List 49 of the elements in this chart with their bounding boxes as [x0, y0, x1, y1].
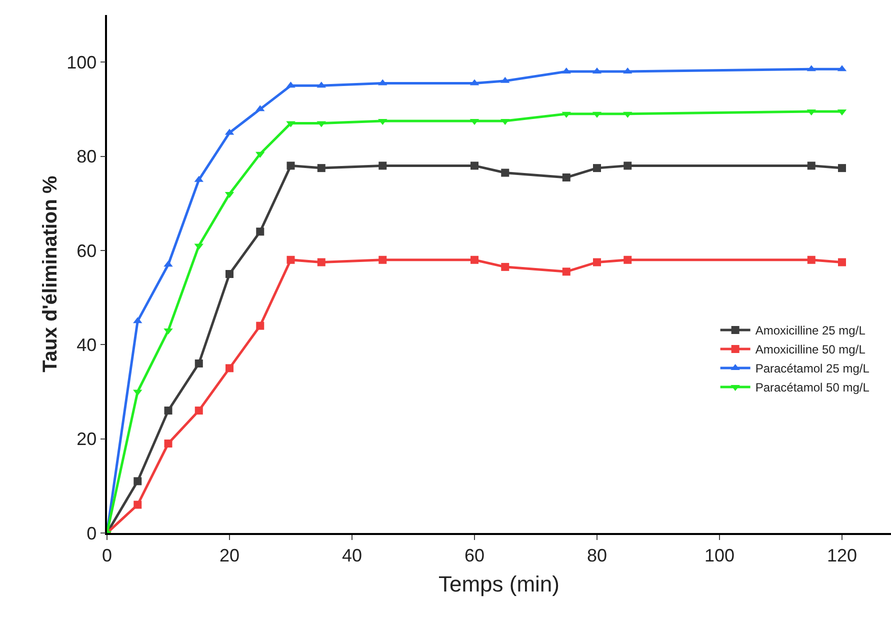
point	[256, 228, 264, 236]
legend-label: Paracétamol 25 mg/L	[755, 362, 870, 376]
point	[562, 173, 570, 182]
point	[838, 164, 846, 172]
point	[593, 164, 601, 172]
x-axis-title: Temps (min)	[438, 572, 560, 597]
point	[593, 258, 601, 266]
y-axis-title: Taux d'élimination %	[40, 175, 62, 372]
y-tick-label: 0	[86, 523, 97, 544]
point	[807, 256, 816, 264]
point	[256, 322, 264, 330]
point	[134, 500, 142, 509]
point	[378, 162, 387, 170]
point	[562, 268, 570, 276]
y-tick-label: 100	[66, 52, 97, 72]
point	[194, 359, 203, 368]
y-tick-label: 60	[76, 240, 97, 261]
point	[838, 258, 846, 266]
point	[286, 162, 295, 170]
point	[501, 262, 510, 271]
point	[807, 162, 816, 170]
x-tick-label: 20	[219, 545, 240, 566]
point	[164, 440, 172, 448]
point	[226, 270, 234, 278]
x-tick-label: 60	[464, 545, 485, 566]
point	[164, 406, 172, 415]
point	[470, 162, 478, 170]
point	[317, 164, 326, 172]
y-tick-label: 20	[76, 429, 97, 450]
x-tick-label: 40	[342, 545, 362, 566]
point	[470, 256, 478, 264]
point	[501, 168, 510, 177]
legend-label: Amoxicilline 25 mg/L	[755, 324, 866, 338]
point	[378, 256, 387, 264]
point	[134, 477, 142, 486]
point	[624, 256, 632, 264]
point	[624, 162, 632, 170]
point	[286, 256, 295, 264]
x-tick-label: 80	[586, 545, 608, 566]
x-tick-label: 0	[102, 545, 112, 566]
x-tick-label: 100	[704, 545, 735, 566]
legend-label: Paracétamol 50 mg/L	[755, 380, 870, 395]
legend-label: Amoxicilline 50 mg/L	[755, 342, 866, 357]
point	[226, 364, 234, 372]
point	[317, 258, 326, 266]
y-tick-label: 40	[76, 334, 97, 355]
point	[194, 406, 203, 415]
x-tick-label: 120	[826, 545, 858, 566]
y-tick-label: 80	[76, 146, 97, 167]
